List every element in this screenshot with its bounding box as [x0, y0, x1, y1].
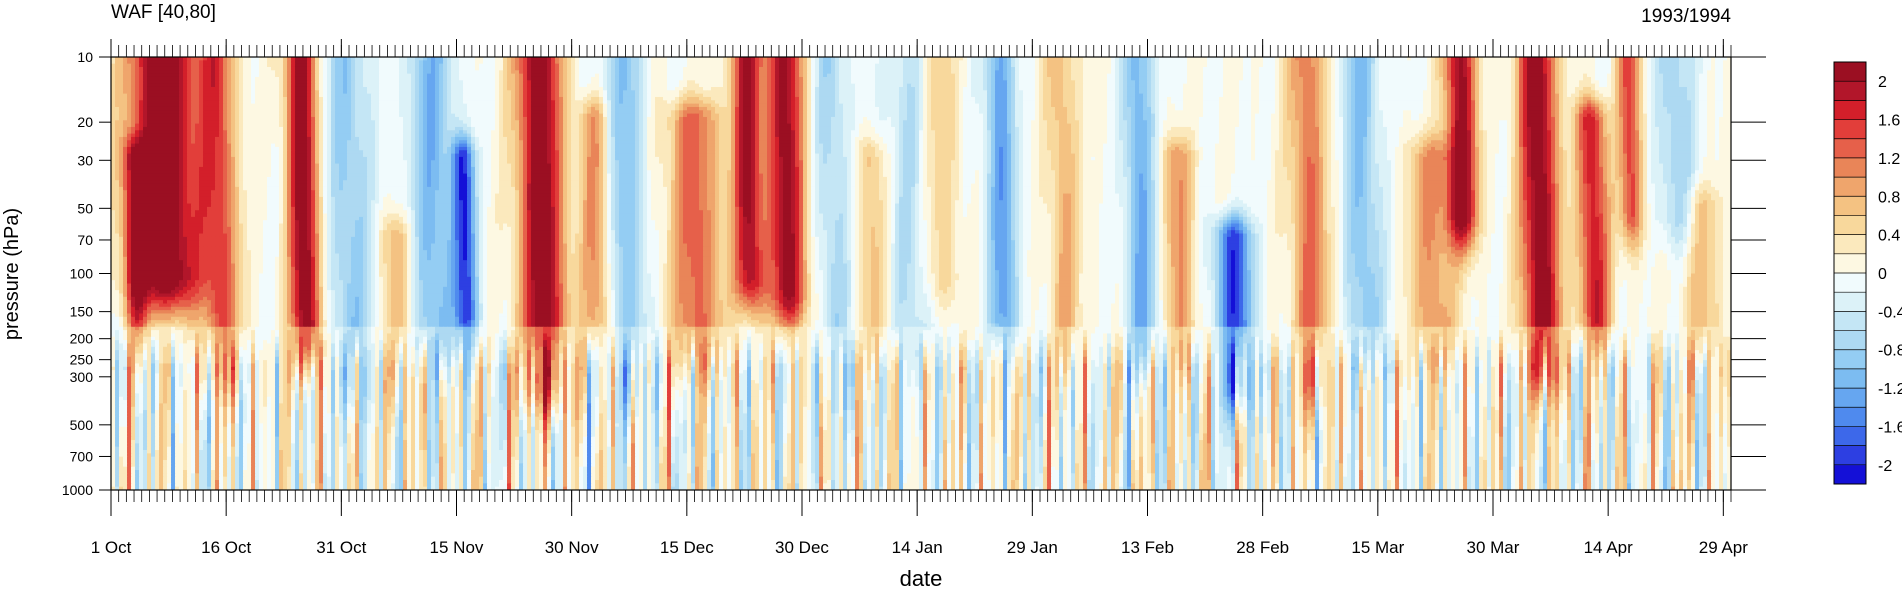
chart-title-right: 1993/1994	[1641, 6, 1731, 27]
waf-chart: WAF [40,80] 1993/1994 1 Oct 16 Oct 31 Oct 1…	[0, 0, 1902, 589]
heatmap-field	[111, 57, 1732, 491]
chart-title-left: WAF [40,80]	[111, 2, 216, 23]
